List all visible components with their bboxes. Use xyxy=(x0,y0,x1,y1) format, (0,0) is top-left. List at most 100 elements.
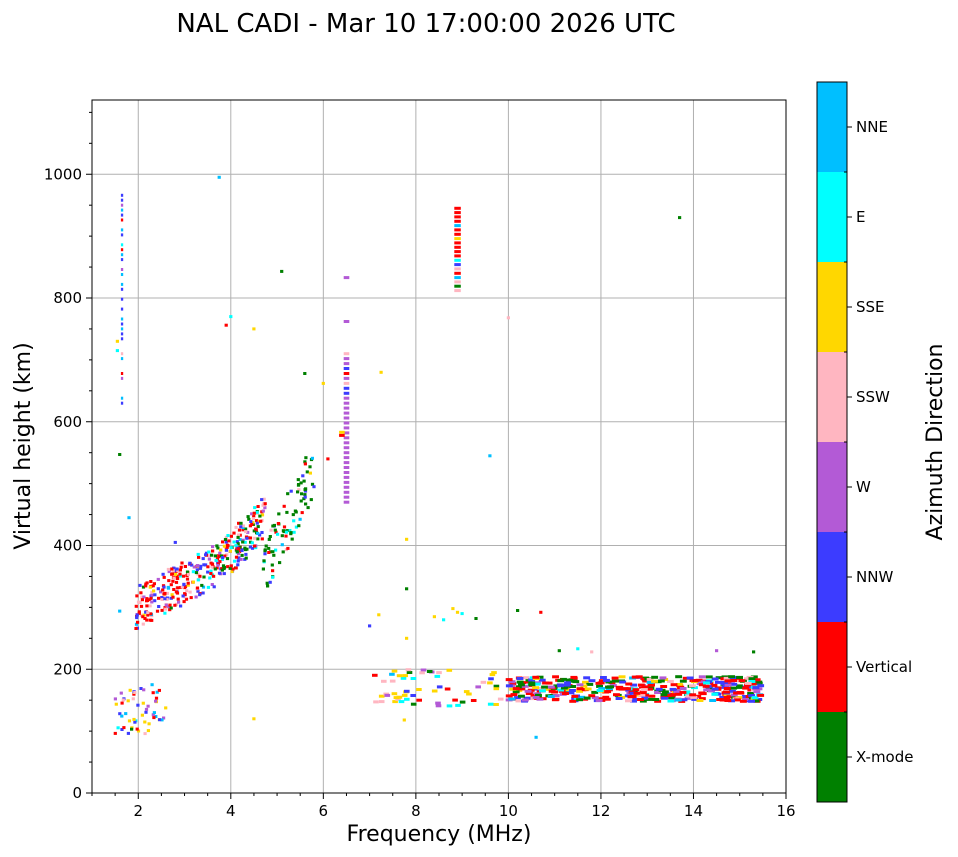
echo-point xyxy=(600,676,607,679)
echo-point xyxy=(640,688,648,692)
echo-point xyxy=(557,688,565,692)
colorbar-label: X-mode xyxy=(856,748,913,766)
echo-point xyxy=(303,493,307,497)
echo-point xyxy=(145,618,149,622)
echo-point xyxy=(152,711,156,715)
echo-point xyxy=(629,691,637,695)
echo-point xyxy=(297,483,301,486)
echo-point xyxy=(454,263,461,267)
echo-point xyxy=(178,572,182,576)
echo-point xyxy=(497,697,504,701)
echo-point xyxy=(551,698,559,702)
echo-point xyxy=(267,551,271,554)
echo-point xyxy=(285,510,289,514)
echo-point xyxy=(217,555,221,559)
echo-point xyxy=(277,512,281,516)
echo-point xyxy=(170,572,174,576)
echo-point xyxy=(252,717,256,721)
y-tick-label: 600 xyxy=(53,413,82,431)
echo-point xyxy=(246,530,250,534)
echo-point xyxy=(120,193,124,197)
echo-point xyxy=(236,552,241,556)
echo-point xyxy=(753,678,761,682)
echo-point xyxy=(752,699,760,703)
echo-point xyxy=(167,570,171,574)
echo-point xyxy=(564,681,571,685)
echo-point xyxy=(569,699,577,703)
echo-point xyxy=(232,531,236,535)
echo-point xyxy=(204,551,209,555)
echo-point xyxy=(266,584,270,588)
echo-point xyxy=(195,568,199,572)
echo-point xyxy=(300,492,304,496)
echo-point xyxy=(435,701,441,705)
echo-point xyxy=(510,693,518,697)
echo-point xyxy=(404,697,410,701)
echo-point xyxy=(297,524,301,528)
echo-point xyxy=(248,545,252,549)
echo-point xyxy=(274,548,278,552)
echo-point xyxy=(252,327,256,331)
colorbar-label: SSE xyxy=(856,298,885,316)
echo-point xyxy=(647,684,655,688)
echo-point xyxy=(493,687,500,691)
echo-point xyxy=(343,456,350,460)
echo-point xyxy=(729,689,736,693)
echo-point xyxy=(222,567,226,571)
echo-point xyxy=(172,576,176,580)
echo-point xyxy=(454,219,461,223)
echo-point xyxy=(149,596,153,600)
echo-point xyxy=(148,604,152,608)
echo-point xyxy=(191,570,195,574)
echo-point xyxy=(160,598,164,601)
echo-point xyxy=(166,586,171,590)
echo-point xyxy=(523,696,531,700)
echo-point xyxy=(211,545,215,549)
echo-point xyxy=(639,690,647,694)
echo-point xyxy=(271,550,275,554)
echo-point xyxy=(122,726,126,730)
echo-point xyxy=(454,211,461,215)
echo-point xyxy=(120,401,124,405)
echo-point xyxy=(668,696,676,700)
echo-point xyxy=(378,700,385,704)
echo-point xyxy=(120,376,124,380)
colorbar-label: SSW xyxy=(856,388,890,406)
echo-point xyxy=(288,529,292,532)
echo-point xyxy=(263,506,267,510)
x-tick-label: 2 xyxy=(133,802,143,820)
echo-point xyxy=(444,687,451,691)
echo-point xyxy=(343,376,350,380)
echo-point xyxy=(216,546,220,550)
echo-point xyxy=(204,563,208,567)
echo-point xyxy=(199,564,203,568)
echo-point xyxy=(178,568,182,572)
echo-point xyxy=(221,540,225,544)
echo-point xyxy=(682,676,690,680)
echo-point xyxy=(446,668,453,672)
echo-point xyxy=(489,673,496,677)
echo-point xyxy=(641,696,649,700)
echo-point xyxy=(139,604,144,608)
echo-point xyxy=(630,699,637,703)
echo-point xyxy=(227,539,231,543)
echo-point xyxy=(175,567,179,571)
echo-point xyxy=(343,391,350,395)
echo-point xyxy=(654,699,662,703)
echo-point xyxy=(631,675,639,679)
echo-point xyxy=(303,488,307,492)
echo-point xyxy=(545,681,553,685)
echo-point xyxy=(590,650,594,654)
echo-point xyxy=(748,694,756,698)
echo-point xyxy=(343,426,350,430)
echo-point xyxy=(454,250,461,254)
echo-point xyxy=(691,697,699,701)
echo-point xyxy=(221,556,225,559)
echo-point xyxy=(240,549,244,552)
echo-point xyxy=(583,676,591,680)
echo-point xyxy=(493,684,500,688)
echo-point xyxy=(597,681,605,685)
echo-point xyxy=(171,579,175,583)
echo-point xyxy=(454,284,461,288)
echo-point xyxy=(215,544,219,548)
